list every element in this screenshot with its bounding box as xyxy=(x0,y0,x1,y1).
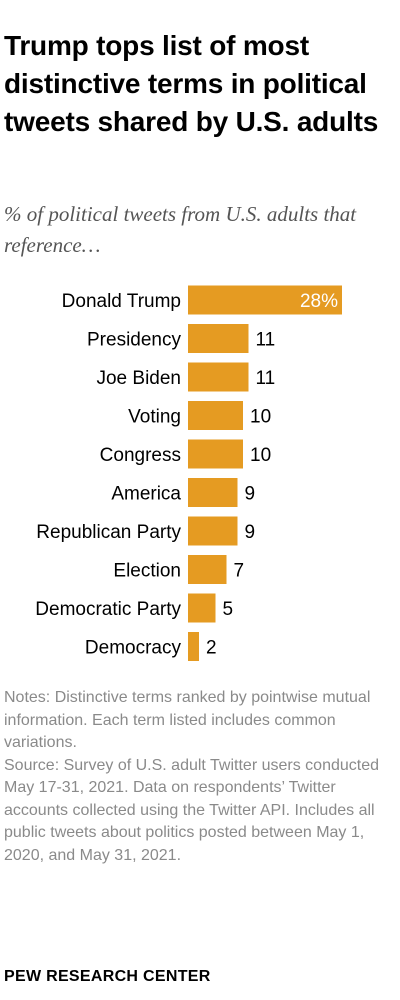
category-label: Democracy xyxy=(85,638,182,659)
notes-text: Notes: Distinctive terms ranked by point… xyxy=(4,689,371,751)
value-label: 9 xyxy=(245,522,256,543)
chart-subtitle: % of political tweets from U.S. adults t… xyxy=(4,202,357,257)
category-label: Election xyxy=(113,561,181,582)
category-label: Republican Party xyxy=(36,522,181,543)
source-logo-text: PEW RESEARCH CENTER xyxy=(4,968,211,985)
bar-chart: Donald Trump 28% Presidency 11 Joe Biden 11 Vo… xyxy=(35,285,342,661)
bar xyxy=(188,439,243,469)
value-label: 7 xyxy=(234,561,245,582)
value-label: 11 xyxy=(256,330,276,351)
bar xyxy=(188,478,238,507)
category-label: Congress xyxy=(100,445,181,466)
value-label: 11 xyxy=(256,368,276,389)
bar xyxy=(188,632,199,661)
value-label: 2 xyxy=(206,638,217,659)
bar xyxy=(188,401,243,430)
chart-title: Trump tops list of most distinctive term… xyxy=(4,30,379,137)
category-label: Presidency xyxy=(87,330,181,351)
bar xyxy=(188,593,216,623)
category-label: Joe Biden xyxy=(96,368,181,389)
value-label: 28% xyxy=(300,291,338,312)
bar xyxy=(188,516,238,546)
value-label: 10 xyxy=(250,445,271,466)
category-label: America xyxy=(111,484,181,505)
bar xyxy=(188,324,249,353)
value-label: 5 xyxy=(223,599,234,620)
category-label: Democratic Party xyxy=(35,599,181,620)
value-label: 9 xyxy=(245,484,256,505)
value-label: 10 xyxy=(250,407,271,428)
category-label: Donald Trump xyxy=(62,291,181,312)
bar xyxy=(188,555,227,584)
category-label: Voting xyxy=(128,407,181,428)
chart-notes: Notes: Distinctive terms ranked by point… xyxy=(4,687,398,867)
bar xyxy=(188,285,342,315)
bar xyxy=(188,362,249,392)
source-text: Source: Survey of U.S. adult Twitter use… xyxy=(4,756,379,864)
